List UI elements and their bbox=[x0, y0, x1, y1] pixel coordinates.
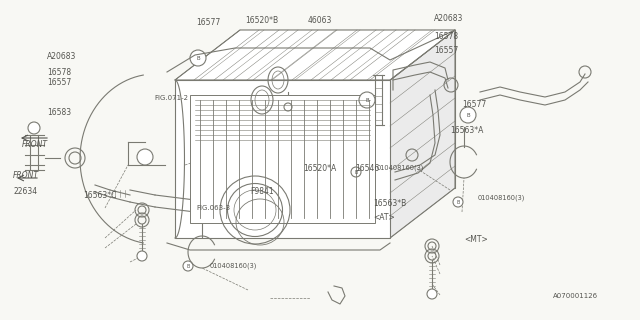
Circle shape bbox=[137, 149, 153, 165]
Circle shape bbox=[137, 251, 147, 261]
Circle shape bbox=[28, 122, 40, 134]
Text: 16578: 16578 bbox=[434, 31, 458, 41]
Polygon shape bbox=[175, 30, 455, 80]
Text: B: B bbox=[365, 98, 369, 102]
Text: 16557: 16557 bbox=[434, 45, 458, 54]
Text: <AT>: <AT> bbox=[373, 213, 395, 222]
Text: A20683: A20683 bbox=[47, 52, 76, 60]
Text: B: B bbox=[466, 113, 470, 117]
Text: 16577: 16577 bbox=[462, 100, 486, 108]
Text: FRONT: FRONT bbox=[22, 140, 48, 148]
Circle shape bbox=[183, 261, 193, 271]
Text: 16520*B: 16520*B bbox=[245, 15, 278, 25]
Text: 16583: 16583 bbox=[47, 108, 71, 116]
Text: A20683: A20683 bbox=[434, 13, 463, 22]
Text: 16578: 16578 bbox=[47, 68, 71, 76]
Text: 010408160(3): 010408160(3) bbox=[210, 263, 257, 269]
Circle shape bbox=[453, 197, 463, 207]
Text: 16563*B: 16563*B bbox=[373, 199, 406, 209]
Text: FIG.071-2: FIG.071-2 bbox=[154, 95, 188, 101]
Text: A070001126: A070001126 bbox=[553, 293, 598, 299]
Circle shape bbox=[359, 92, 375, 108]
Text: B: B bbox=[196, 55, 200, 60]
Text: B: B bbox=[456, 199, 460, 204]
Circle shape bbox=[460, 107, 476, 123]
Text: 22634: 22634 bbox=[13, 188, 37, 196]
Text: 46063: 46063 bbox=[308, 15, 332, 25]
Text: FRONT: FRONT bbox=[13, 171, 39, 180]
Text: B: B bbox=[355, 170, 358, 174]
Text: 16557: 16557 bbox=[47, 77, 71, 86]
Polygon shape bbox=[190, 95, 375, 223]
Text: B: B bbox=[186, 263, 189, 268]
Text: F9841: F9841 bbox=[250, 188, 274, 196]
Circle shape bbox=[351, 167, 361, 177]
Polygon shape bbox=[390, 30, 455, 238]
Text: 010408160(3): 010408160(3) bbox=[377, 165, 424, 171]
Circle shape bbox=[190, 50, 206, 66]
Text: 16577: 16577 bbox=[196, 18, 220, 27]
Text: 16563*A: 16563*A bbox=[450, 125, 483, 134]
Polygon shape bbox=[240, 30, 455, 188]
Polygon shape bbox=[175, 80, 390, 238]
Text: 010408160(3): 010408160(3) bbox=[478, 195, 525, 201]
Text: 16546: 16546 bbox=[355, 164, 380, 172]
Text: 16563*C: 16563*C bbox=[83, 191, 116, 201]
Text: <MT>: <MT> bbox=[464, 236, 488, 244]
Circle shape bbox=[427, 289, 437, 299]
Text: 16520*A: 16520*A bbox=[303, 164, 336, 172]
Text: FIG.063-3: FIG.063-3 bbox=[196, 205, 230, 211]
